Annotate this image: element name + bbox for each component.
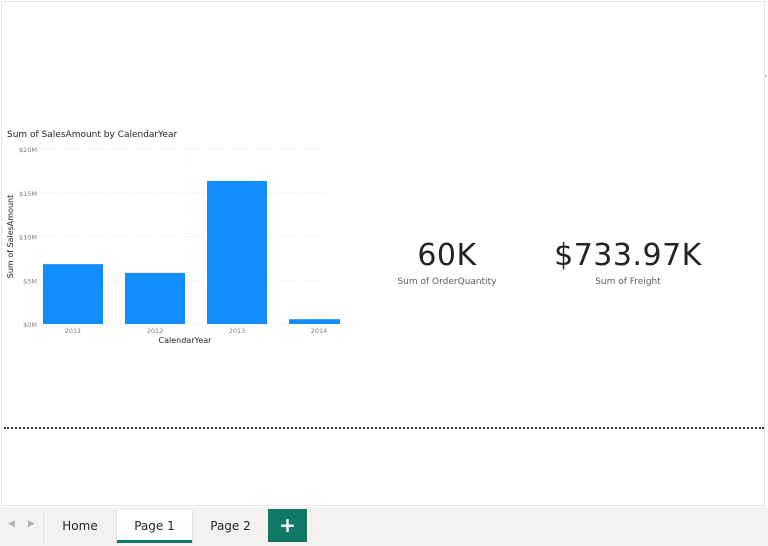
kpi-freight-label: Sum of Freight <box>595 277 661 287</box>
kpi-order-quantity-label: Sum of OrderQuantity <box>397 277 497 287</box>
tab-next-arrow[interactable]: ▶ <box>28 519 35 529</box>
x-tick-label: 2012 <box>147 327 164 335</box>
page-tab-bar: ◀ ▶ Home Page 1 Page 2 + <box>0 507 768 546</box>
y-tick-label: $10M <box>19 234 37 242</box>
y-tick-label: $20M <box>19 146 37 154</box>
y-tick-label: $15M <box>19 190 37 198</box>
canvas-edge-marker <box>765 75 767 77</box>
kpi-freight-value: $733.97K <box>554 238 702 273</box>
tab-home[interactable]: Home <box>43 510 116 543</box>
bar-chart[interactable]: $0M $5M $10M $15M $20M 2011 2012 2013 2014 Calend… <box>0 140 340 355</box>
bar-2013[interactable] <box>207 180 267 324</box>
y-tick-label: $5M <box>23 277 37 285</box>
chart-title: Sum of SalesAmount by CalendarYear <box>7 130 178 140</box>
x-axis-title: CalendarYear <box>159 336 213 345</box>
report-canvas <box>1 1 765 506</box>
tab-prev-arrow[interactable]: ◀ <box>8 519 15 529</box>
y-axis-title: Sum of SalesAmount <box>6 195 15 278</box>
x-tick-label: 2013 <box>229 327 246 335</box>
x-tick-label: 2014 <box>311 327 328 335</box>
y-tick-label: $0M <box>23 321 37 329</box>
bar-2014[interactable] <box>289 319 340 324</box>
bar-2011[interactable] <box>43 264 103 324</box>
bar-2012[interactable] <box>125 272 185 324</box>
x-tick-label: 2011 <box>65 327 82 335</box>
add-page-button[interactable]: + <box>268 509 307 542</box>
page-boundary-line <box>4 427 764 429</box>
tab-page-2[interactable]: Page 2 <box>192 510 268 543</box>
kpi-order-quantity-value: 60K <box>417 238 477 273</box>
tab-page-1[interactable]: Page 1 <box>116 510 192 543</box>
